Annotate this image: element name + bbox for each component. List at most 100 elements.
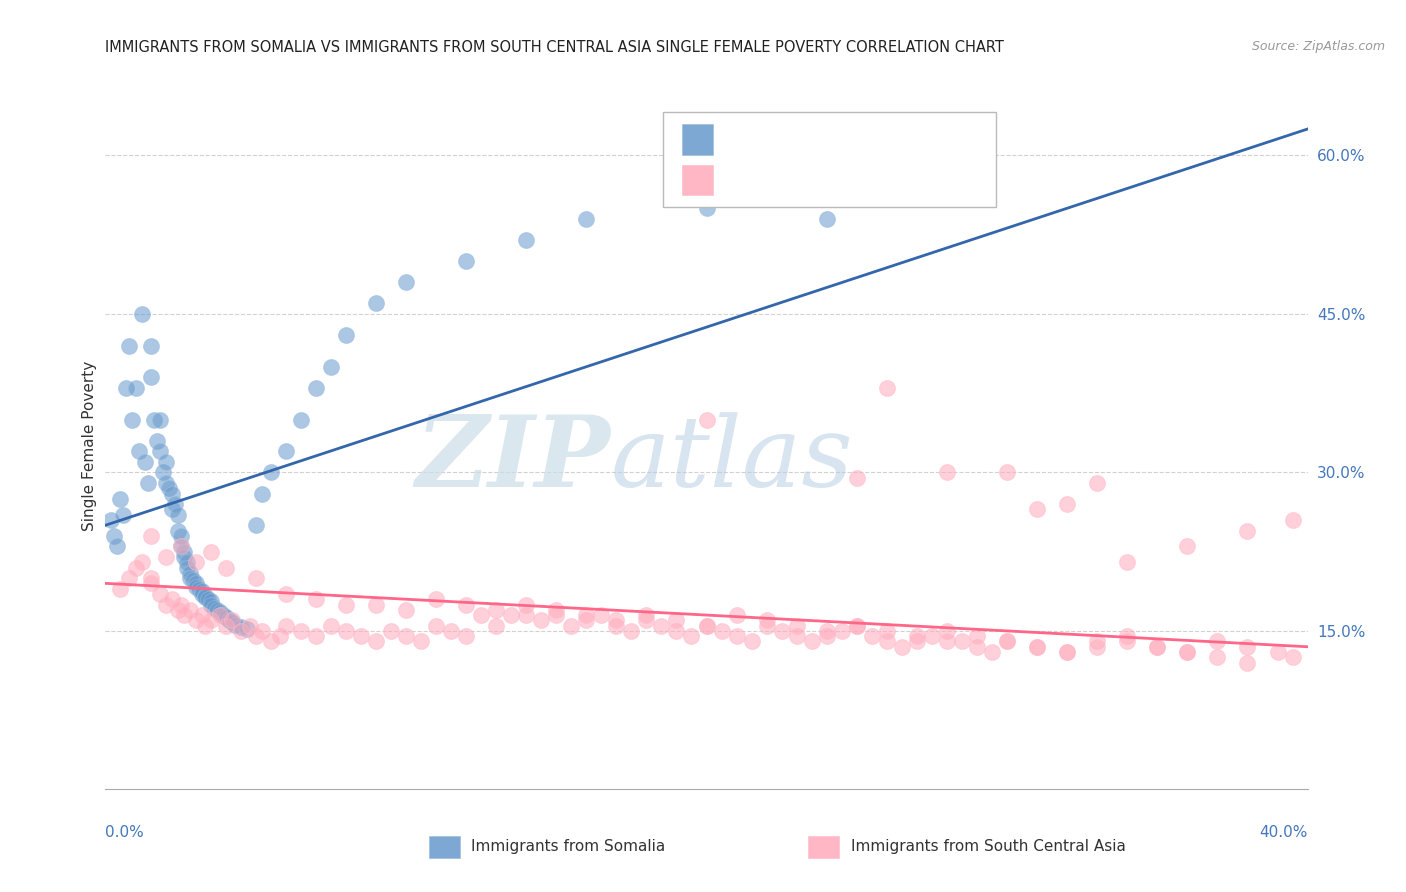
Point	[800, 634, 823, 648]
Point	[200, 594, 222, 608]
Point	[636, 613, 658, 627]
Point	[112, 508, 135, 522]
Point	[305, 592, 328, 607]
Point	[214, 618, 236, 632]
Point	[620, 624, 643, 638]
Point	[305, 629, 328, 643]
Point	[905, 629, 928, 643]
Point	[184, 613, 207, 627]
Point	[921, 629, 943, 643]
Point	[786, 618, 808, 632]
Point	[239, 618, 262, 632]
Point	[179, 571, 201, 585]
Point	[260, 466, 283, 480]
Point	[485, 618, 508, 632]
Point	[155, 549, 177, 564]
Text: Source: ZipAtlas.com: Source: ZipAtlas.com	[1251, 40, 1385, 54]
Point	[229, 624, 252, 638]
Text: -0.259: -0.259	[766, 171, 825, 190]
Point	[665, 613, 688, 627]
Text: 0.0%: 0.0%	[105, 825, 145, 840]
Point	[485, 603, 508, 617]
Point	[395, 603, 418, 617]
Point	[160, 486, 183, 500]
Point	[194, 589, 217, 603]
Point	[815, 211, 838, 226]
Point	[148, 444, 170, 458]
Point	[845, 618, 868, 632]
Point	[136, 475, 159, 490]
Text: R =: R =	[721, 131, 756, 149]
Point	[269, 629, 291, 643]
Point	[1281, 650, 1303, 665]
Text: Immigrants from Somalia: Immigrants from Somalia	[471, 839, 665, 855]
Point	[184, 576, 207, 591]
Point	[936, 466, 959, 480]
Point	[995, 634, 1018, 648]
Point	[214, 610, 236, 624]
Point	[696, 201, 718, 215]
Point	[1146, 640, 1168, 654]
Point	[1281, 513, 1303, 527]
Point	[200, 544, 222, 558]
Point	[173, 544, 195, 558]
Point	[575, 608, 598, 623]
Point	[995, 466, 1018, 480]
Point	[224, 617, 246, 632]
Point	[179, 566, 201, 580]
Point	[380, 624, 402, 638]
Point	[250, 624, 273, 638]
Point	[173, 608, 195, 623]
Point	[169, 529, 191, 543]
Point	[166, 508, 188, 522]
Point	[184, 555, 207, 569]
Point	[335, 328, 357, 343]
Point	[1056, 497, 1078, 511]
Point	[876, 381, 898, 395]
Point	[831, 624, 853, 638]
Point	[1085, 634, 1108, 648]
Point	[364, 598, 387, 612]
Text: 121: 121	[882, 171, 915, 190]
Point	[605, 613, 627, 627]
Point	[395, 629, 418, 643]
Point	[115, 381, 138, 395]
Point	[786, 629, 808, 643]
Point	[770, 624, 793, 638]
Point	[124, 560, 146, 574]
Text: 0.512: 0.512	[766, 131, 818, 149]
Point	[176, 560, 198, 574]
Point	[208, 608, 231, 623]
Point	[274, 618, 297, 632]
Point	[335, 598, 357, 612]
Point	[966, 640, 988, 654]
Point	[139, 576, 162, 591]
Point	[319, 618, 342, 632]
Point	[184, 580, 207, 594]
Point	[118, 338, 141, 352]
Text: R =: R =	[721, 171, 756, 190]
Point	[1056, 645, 1078, 659]
Point	[245, 518, 267, 533]
Point	[139, 529, 162, 543]
Text: 72: 72	[882, 131, 904, 149]
Point	[1026, 640, 1049, 654]
Point	[142, 412, 165, 426]
Point	[197, 592, 219, 607]
Point	[710, 624, 733, 638]
Point	[169, 540, 191, 554]
Point	[845, 618, 868, 632]
Point	[936, 624, 959, 638]
Point	[214, 560, 236, 574]
Point	[260, 634, 283, 648]
Point	[1026, 640, 1049, 654]
Point	[290, 624, 312, 638]
Point	[409, 634, 432, 648]
Point	[155, 475, 177, 490]
Point	[139, 571, 162, 585]
Point	[515, 233, 537, 247]
Point	[515, 598, 537, 612]
Point	[1206, 650, 1229, 665]
Point	[173, 549, 195, 564]
Point	[905, 634, 928, 648]
